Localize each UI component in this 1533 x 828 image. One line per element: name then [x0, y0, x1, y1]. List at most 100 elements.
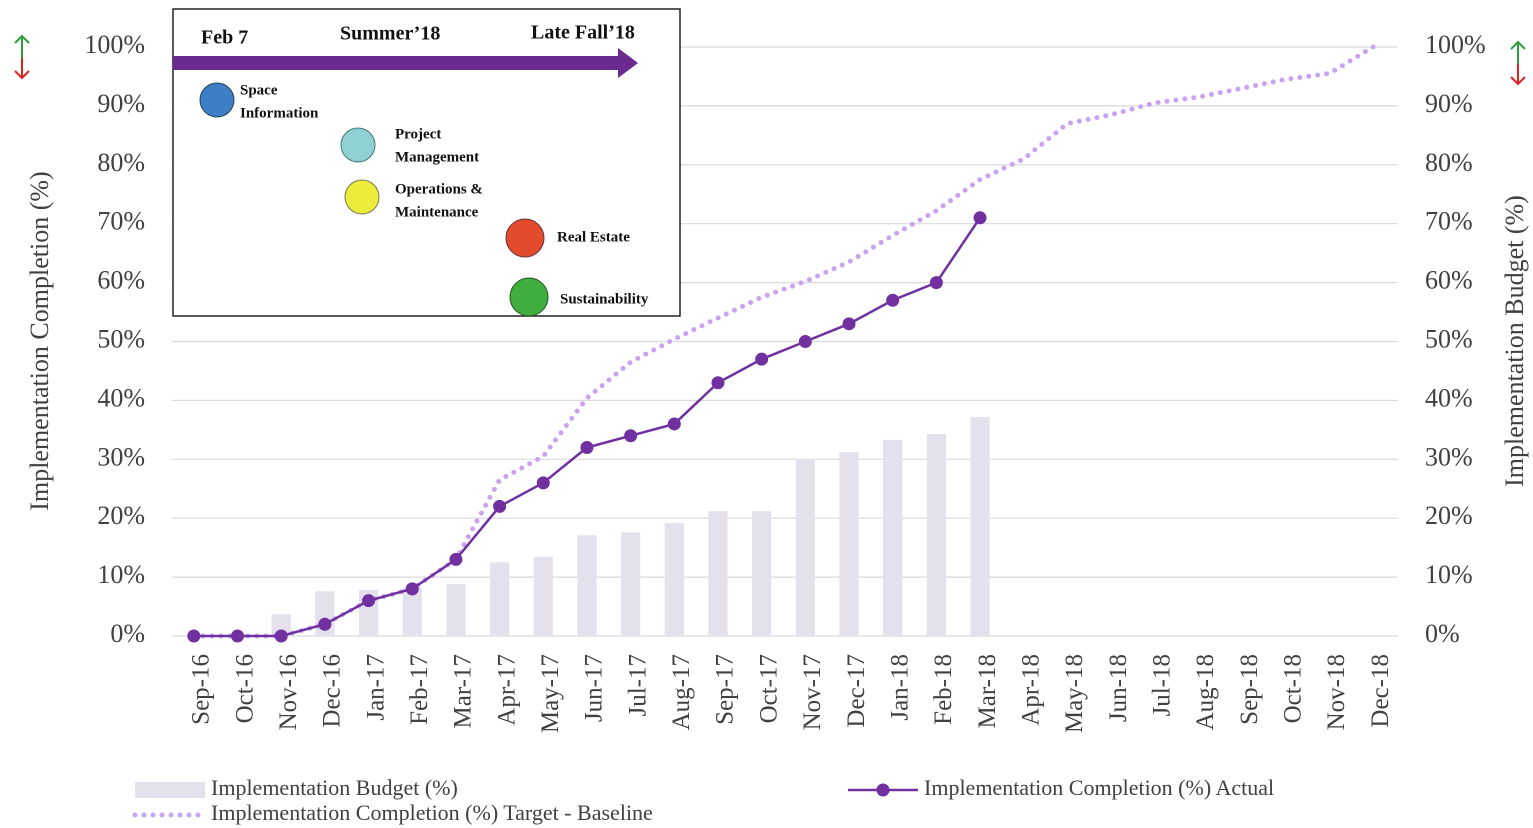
x-tick-label: Dec-16: [319, 654, 346, 728]
marker: [362, 594, 376, 608]
bar: [970, 416, 990, 636]
x-tick-label: Oct-16: [231, 654, 258, 723]
bar: [664, 522, 684, 636]
x-tick-label: Jun-18: [1105, 654, 1132, 722]
marker: [536, 476, 550, 490]
y2-tick-label: 0%: [1425, 619, 1460, 648]
x-tick-label: Sep-17: [712, 654, 739, 725]
plot: [187, 44, 1376, 643]
x-tick-label: Dec-18: [1367, 654, 1394, 728]
inset-timeline: Feb 7 Summer’18 Late Fall’18 Space Infor…: [172, 8, 681, 317]
y2-tick-label: 30%: [1425, 442, 1473, 471]
x-tick-label: Jan-17: [362, 654, 389, 721]
y-tick-label: 20%: [97, 501, 145, 530]
inset-item: Maintenance: [395, 204, 479, 220]
y2-tick-label: 80%: [1425, 148, 1473, 177]
inset-item: Operations &: [395, 181, 483, 197]
bar: [271, 614, 291, 636]
marker: [842, 317, 856, 331]
x-tick-label: Oct-17: [755, 654, 782, 723]
marker: [667, 417, 681, 431]
bar: [402, 587, 422, 636]
marker: [798, 335, 812, 348]
x-tick-label: Feb-17: [406, 654, 433, 725]
legend-label: Implementation Budget (%): [211, 775, 458, 800]
marker: [580, 441, 594, 455]
marker: [405, 582, 419, 596]
marker: [711, 376, 725, 390]
y2-tick-label: 60%: [1425, 266, 1473, 295]
inset-item: Real Estate: [557, 229, 630, 245]
y2-tick-label: 70%: [1425, 207, 1473, 236]
marker: [187, 629, 201, 643]
y-axis-title: Implementation Completion (%): [25, 171, 54, 510]
legend-label: Implementation Completion (%) Target - B…: [211, 800, 653, 825]
bar: [883, 439, 903, 636]
legend-swatch: [135, 782, 205, 798]
x-tick-label: Oct-18: [1280, 654, 1307, 723]
y-tick-label: 90%: [97, 89, 145, 118]
y2-tick-label: 90%: [1425, 89, 1473, 118]
x-tick-label: Dec-17: [843, 654, 870, 728]
x-tick-label: May-18: [1061, 654, 1088, 733]
x-tick-label: Jul-18: [1149, 654, 1176, 717]
marker: [973, 211, 987, 225]
arrows-icon: [14, 34, 1526, 86]
x-tick-label: Feb-18: [930, 654, 957, 725]
x-tick-label: Apr-17: [493, 654, 520, 726]
y-tick-label: 70%: [97, 207, 145, 236]
inset-item: Sustainability: [560, 291, 649, 307]
y-tick-label: 50%: [97, 324, 145, 353]
x-tick-label: May-17: [537, 654, 564, 733]
x-tick-label: Jun-17: [581, 654, 608, 722]
x-tick-label: Apr-18: [1017, 654, 1044, 726]
bar: [926, 433, 946, 636]
y-tick-label: 0%: [110, 619, 145, 648]
y-tick-label: 30%: [97, 442, 145, 471]
y-tick-label: 60%: [97, 266, 145, 295]
y2-tick-label: 10%: [1425, 560, 1473, 589]
bar: [577, 535, 597, 636]
marker: [274, 629, 288, 643]
x-tick-label: Nov-18: [1323, 654, 1350, 730]
bar: [489, 562, 510, 636]
milestone: Feb 7: [201, 27, 248, 49]
inset-item: Space: [240, 82, 278, 98]
x-tick-label: Sep-18: [1236, 654, 1263, 725]
y2-axis-title: Implementation Budget (%): [1500, 195, 1529, 487]
bar: [446, 584, 466, 636]
inset-item: Management: [395, 149, 479, 165]
bar: [839, 452, 859, 636]
marker: [449, 552, 463, 566]
marker: [886, 293, 900, 307]
bar: [752, 511, 772, 636]
y2-tick-label: 50%: [1425, 324, 1473, 353]
x-tick-label: Aug-18: [1192, 654, 1219, 730]
marker: [755, 352, 769, 366]
y-tick-label: 100%: [84, 30, 145, 59]
marker: [318, 617, 332, 631]
inset-item: Information: [240, 105, 319, 121]
x-tick-label: Nov-16: [275, 654, 302, 730]
bar: [795, 459, 815, 636]
x-tick-label: Nov-17: [799, 654, 826, 730]
legend-swatch: [876, 783, 890, 797]
x-tick-label: Jan-18: [886, 654, 913, 721]
x-tick-label: Mar-18: [974, 654, 1001, 728]
y-tick-label: 80%: [97, 148, 145, 177]
x-tick-label: Jul-17: [624, 654, 651, 717]
y-tick-label: 40%: [97, 383, 145, 412]
bar: [708, 511, 728, 636]
y-tick-label: 10%: [97, 560, 145, 589]
y2-tick-label: 40%: [1425, 383, 1473, 412]
x-tick-label: Sep-16: [188, 654, 215, 725]
legend-label: Implementation Completion (%) Actual: [924, 775, 1274, 800]
marker: [929, 276, 943, 290]
marker: [624, 429, 638, 443]
y2-tick-label: 20%: [1425, 501, 1473, 530]
marker: [231, 629, 245, 643]
inset-item: Project: [395, 126, 441, 142]
bar: [621, 532, 641, 636]
milestone: Summer’18: [340, 23, 440, 45]
milestone: Late Fall’18: [531, 22, 635, 44]
